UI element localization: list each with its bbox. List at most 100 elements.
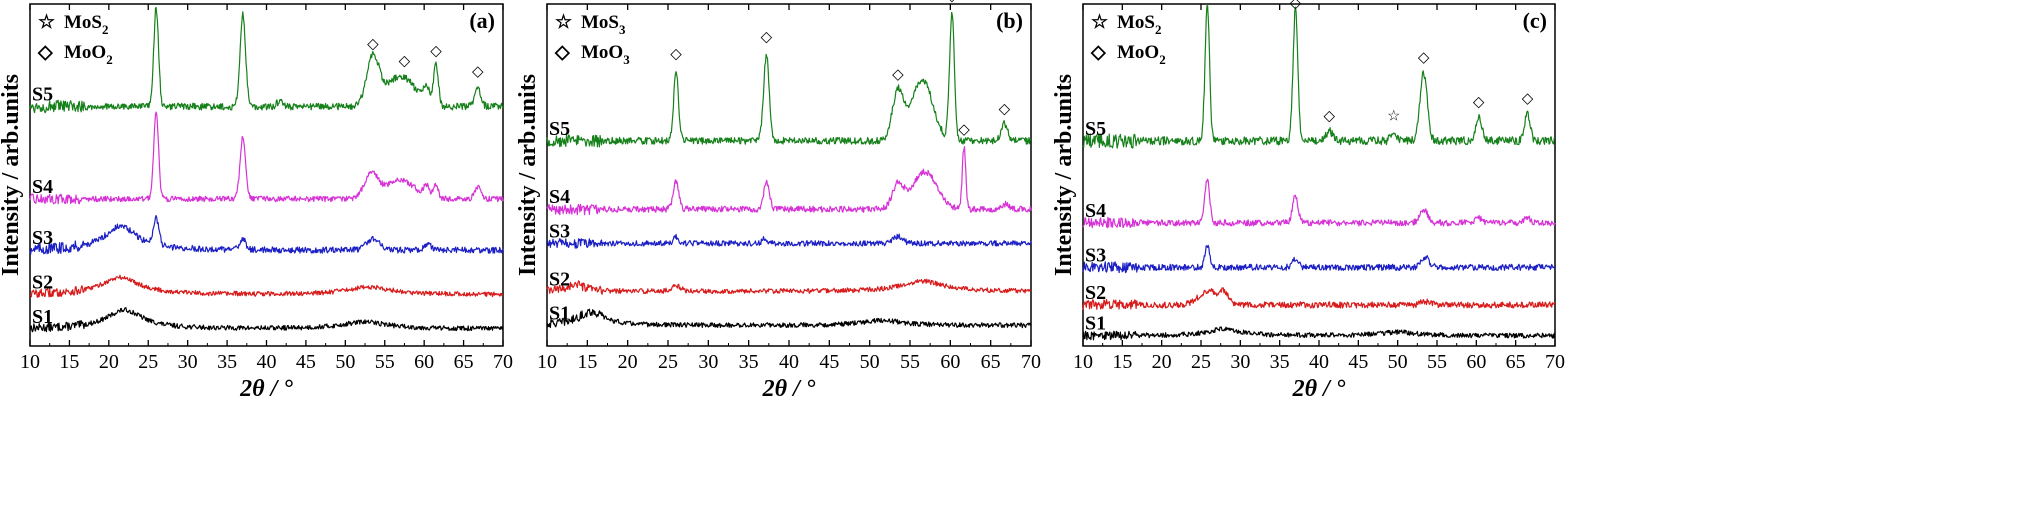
panel-tag: (a): [469, 8, 495, 33]
x-tick-label: 45: [819, 351, 839, 373]
legend-label-1: MoO2: [64, 42, 113, 67]
diamond-peak-marker: ◇: [1522, 91, 1534, 107]
series-line-s4: [546, 146, 1032, 216]
diamond-peak-marker: ◇: [1290, 0, 1302, 11]
x-tick-label: 25: [1191, 351, 1211, 373]
star-peak-marker: ☆: [1387, 108, 1400, 124]
x-tick-label: 55: [375, 351, 395, 373]
panel-tag: (b): [996, 8, 1023, 33]
x-tick-label: 65: [454, 351, 474, 373]
x-tick-label: 10: [537, 351, 557, 373]
legend-label-0: MoS2: [1117, 12, 1162, 37]
series-label-s1: S1: [549, 302, 570, 324]
series-label-s1: S1: [32, 306, 53, 328]
legend-symbol-1: ◇: [554, 42, 571, 63]
legend-symbol-0: ☆: [1091, 12, 1108, 33]
series-label-s4: S4: [32, 176, 53, 198]
series-line-s1: [1082, 326, 1556, 341]
diamond-peak-marker: ◇: [1202, 0, 1214, 1]
diamond-peak-marker: ◇: [150, 0, 162, 1]
series-line-s3: [29, 215, 504, 255]
panel-b: 10 15 20 25 30 35 40 45 50 55 60 65 70 2θ / ° Intensit…: [515, 0, 1041, 402]
series-label-s5: S5: [1085, 118, 1106, 140]
legend-symbol-0: ☆: [555, 12, 572, 33]
x-tick-label: 70: [1545, 351, 1565, 373]
series-line-s5: [546, 11, 1032, 148]
diamond-peak-marker: ◇: [958, 122, 970, 138]
panel-c: 10 15 20 25 30 35 40 45 50 55 60 65 70 2θ / ° Intensit…: [1051, 0, 1565, 402]
x-tick-label: 20: [1152, 351, 1172, 373]
diamond-peak-marker: ◇: [761, 30, 773, 46]
legend-label-0: MoS3: [581, 12, 626, 37]
x-tick-label: 15: [1112, 351, 1132, 373]
diamond-peak-marker: ◇: [237, 0, 249, 1]
series-label-s5: S5: [549, 118, 570, 140]
x-tick-label: 10: [20, 351, 40, 373]
x-tick-label: 50: [860, 351, 880, 373]
diamond-peak-marker: ◇: [1473, 95, 1485, 111]
x-axis-label: 2θ / °: [762, 376, 816, 402]
x-tick-label: 55: [900, 351, 920, 373]
diamond-peak-marker: ◇: [946, 0, 958, 5]
series-line-s1: [546, 308, 1032, 329]
series-label-s4: S4: [1085, 200, 1106, 222]
series-label-s2: S2: [549, 268, 570, 290]
panel-a: 10 15 20 25 30 35 40 45 50 55 60 65 70 2θ / ° Intensit…: [0, 0, 513, 402]
x-tick-label: 65: [1506, 351, 1526, 373]
series-label-s2: S2: [1085, 282, 1106, 304]
series-label-s2: S2: [32, 272, 53, 294]
x-tick-label: 60: [940, 351, 960, 373]
series-line-s1: [29, 307, 504, 333]
x-tick-label: 40: [257, 351, 277, 373]
series-label-s4: S4: [549, 186, 570, 208]
series-line-s4: [1082, 178, 1556, 229]
x-tick-label: 15: [59, 351, 79, 373]
series-label-s3: S3: [32, 227, 53, 249]
x-tick-label: 45: [1348, 351, 1368, 373]
diamond-peak-marker: ◇: [1323, 108, 1335, 124]
x-tick-label: 70: [1021, 351, 1041, 373]
diamond-peak-marker: ◇: [892, 67, 904, 83]
diamond-peak-marker: ◇: [1418, 50, 1430, 66]
y-axis-label: Intensity / arb.units: [1051, 74, 1077, 276]
panel-tag: (c): [1523, 8, 1547, 33]
legend-symbol-1: ◇: [1090, 42, 1107, 63]
diamond-peak-marker: ◇: [999, 101, 1011, 117]
x-tick-label: 35: [739, 351, 759, 373]
legend-label-0: MoS2: [64, 12, 109, 37]
x-tick-label: 15: [577, 351, 597, 373]
series-label-s3: S3: [549, 220, 570, 242]
diamond-peak-marker: ◇: [472, 64, 484, 80]
x-axis-label: 2θ / °: [1292, 376, 1346, 402]
series-label-s3: S3: [1085, 244, 1106, 266]
series-line-s3: [546, 233, 1032, 249]
series-line-s5: [1082, 5, 1556, 149]
series-line-s5: [29, 6, 504, 114]
x-tick-label: 40: [1309, 351, 1329, 373]
series-line-s3: [1082, 244, 1556, 274]
x-tick-label: 30: [698, 351, 718, 373]
x-tick-label: 25: [138, 351, 158, 373]
x-tick-label: 10: [1073, 351, 1093, 373]
x-tick-label: 60: [1466, 351, 1486, 373]
series-line-s4: [29, 111, 504, 205]
x-tick-label: 45: [296, 351, 316, 373]
x-tick-label: 60: [414, 351, 434, 373]
x-tick-label: 30: [1230, 351, 1250, 373]
x-tick-label: 65: [981, 351, 1001, 373]
x-tick-label: 35: [1270, 351, 1290, 373]
diamond-peak-marker: ◇: [399, 54, 411, 70]
legend-label-1: MoO2: [1117, 42, 1166, 67]
diamond-peak-marker: ◇: [670, 47, 682, 63]
series-line-s2: [546, 278, 1032, 295]
x-tick-label: 50: [335, 351, 355, 373]
legend-symbol-1: ◇: [37, 42, 54, 63]
x-tick-label: 55: [1427, 351, 1447, 373]
x-tick-label: 40: [779, 351, 799, 373]
x-tick-label: 30: [178, 351, 198, 373]
diamond-peak-marker: ◇: [430, 43, 442, 59]
x-tick-label: 25: [658, 351, 678, 373]
x-tick-label: 20: [99, 351, 119, 373]
diamond-peak-marker: ◇: [367, 36, 379, 52]
